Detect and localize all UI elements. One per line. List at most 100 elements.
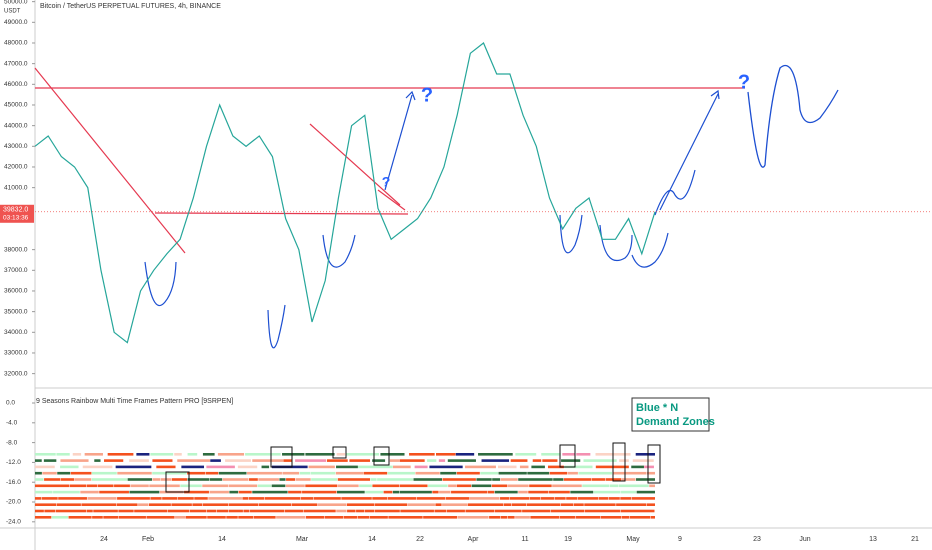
stripe xyxy=(635,453,655,456)
stripe xyxy=(326,459,348,462)
stripe xyxy=(84,453,103,456)
price-tick-label: 46000.0 xyxy=(4,81,28,88)
stripe xyxy=(114,484,130,488)
stripe xyxy=(618,484,649,488)
stripe xyxy=(317,503,347,506)
stripe xyxy=(560,503,574,506)
indicator-tick-label: -12.0 xyxy=(6,459,21,466)
stripe xyxy=(434,509,447,513)
stripe xyxy=(202,484,229,488)
stripe xyxy=(553,478,564,481)
stripe xyxy=(194,497,208,500)
stripe xyxy=(302,490,337,494)
stripe xyxy=(356,509,365,513)
stripe xyxy=(399,490,432,494)
stripe xyxy=(515,516,530,519)
stripe xyxy=(552,484,582,488)
stripe xyxy=(242,497,249,500)
stripe xyxy=(35,516,52,519)
stripe xyxy=(500,478,518,481)
price-badge xyxy=(0,204,34,223)
stripe xyxy=(150,453,174,456)
price-tick-label: 49000.0 xyxy=(4,19,28,26)
trend-line xyxy=(377,189,406,211)
stripe xyxy=(649,484,655,488)
stripe xyxy=(115,465,152,469)
time-label: Feb xyxy=(142,536,154,543)
time-label: Jun xyxy=(799,536,810,543)
stripe xyxy=(393,465,411,469)
stripe xyxy=(465,465,496,469)
stripe xyxy=(175,516,186,519)
stripe xyxy=(283,459,292,462)
stripe xyxy=(507,516,515,519)
stripe xyxy=(526,503,561,506)
highlight-boxes xyxy=(165,442,661,493)
stripe xyxy=(409,453,435,456)
stripe xyxy=(35,484,70,488)
stripe xyxy=(305,516,325,519)
stripe xyxy=(118,509,134,513)
stripe xyxy=(117,471,152,475)
stripe xyxy=(429,465,463,469)
stripe xyxy=(369,516,388,519)
stripe xyxy=(192,503,203,506)
stripe xyxy=(99,490,129,494)
stripe xyxy=(134,509,168,513)
currency: USDT xyxy=(4,9,21,15)
stripe xyxy=(118,516,146,519)
stripe xyxy=(299,471,311,475)
stripe xyxy=(35,490,53,494)
arrow-head xyxy=(405,90,416,101)
stripe xyxy=(570,490,594,494)
stripe xyxy=(335,471,364,475)
stripe xyxy=(250,509,285,513)
stripe xyxy=(629,516,651,519)
stripe xyxy=(72,453,82,456)
stripe xyxy=(91,471,117,475)
stripe xyxy=(149,484,180,488)
stripe xyxy=(582,484,610,488)
stripe xyxy=(305,453,335,456)
stripe xyxy=(68,516,92,519)
stripe xyxy=(103,516,119,519)
stripe xyxy=(225,459,251,462)
current-price-label: 39832.0 xyxy=(3,207,28,214)
stripe xyxy=(503,503,512,506)
box xyxy=(612,442,626,482)
stripe xyxy=(540,497,555,500)
stripe xyxy=(305,484,338,488)
stripe xyxy=(619,459,629,462)
stripe xyxy=(43,459,57,462)
stripe xyxy=(644,465,654,469)
stripe xyxy=(60,478,75,481)
indicator-stripes xyxy=(35,453,655,519)
stripe xyxy=(632,459,654,462)
trend-line xyxy=(309,123,401,206)
stripe xyxy=(480,471,499,475)
stripe xyxy=(286,478,296,481)
stripe xyxy=(35,471,42,475)
stripe xyxy=(380,453,405,456)
stripe xyxy=(612,471,647,475)
stripe xyxy=(261,465,270,469)
price-tick-label: 34000.0 xyxy=(4,329,28,336)
stripe xyxy=(347,509,356,513)
stripe xyxy=(206,509,217,513)
stripe xyxy=(559,516,576,519)
stripe xyxy=(252,459,284,462)
stripe xyxy=(636,478,655,481)
stripe xyxy=(336,509,347,513)
stripe xyxy=(86,484,98,488)
stripe xyxy=(87,497,117,500)
stripe xyxy=(70,471,92,475)
stripe xyxy=(567,471,578,475)
stripe xyxy=(202,453,215,456)
stripe xyxy=(162,497,178,500)
chart-title: Bitcoin / TetherUS PERPETUAL FUTURES, 4h… xyxy=(40,3,221,10)
stripe xyxy=(107,453,134,456)
stripe xyxy=(451,490,488,494)
stripe xyxy=(279,478,286,481)
stripe xyxy=(308,465,335,469)
